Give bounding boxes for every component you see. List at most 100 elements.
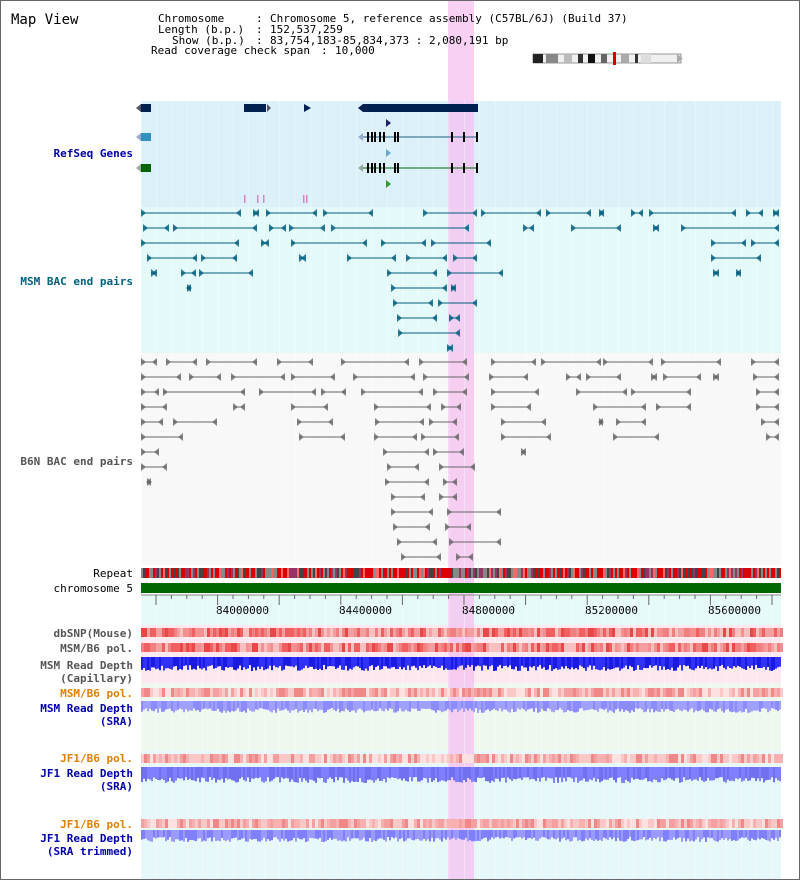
dbsnp-label[interactable]: dbSNP(Mouse) — [53, 627, 133, 640]
heat-cell — [558, 754, 561, 763]
region-highlight[interactable] — [448, 1, 474, 879]
depth-bar — [419, 701, 421, 711]
depth-bar — [639, 657, 641, 670]
depth-bar — [573, 657, 575, 670]
bac-end-marker — [154, 448, 159, 456]
depth-bar — [693, 767, 695, 780]
depth-bar — [261, 767, 263, 782]
heat-cell — [486, 819, 489, 828]
depth-bar — [179, 767, 181, 779]
depth-bar — [183, 701, 185, 713]
depth-bar — [379, 657, 381, 670]
heat-cell — [285, 628, 288, 637]
heat-cell — [591, 754, 594, 763]
depth-bar — [257, 657, 259, 667]
depth-bar — [713, 767, 715, 781]
heat-cell — [582, 643, 585, 652]
heat-cell — [426, 643, 429, 652]
depth-bar — [227, 767, 229, 780]
heat-cell — [630, 819, 633, 828]
heat-cell — [441, 754, 444, 763]
heat-cell — [318, 688, 321, 697]
repeat-segment — [493, 568, 495, 578]
bac-end-marker — [141, 418, 146, 426]
depth-bar — [147, 657, 149, 670]
heat-cell — [456, 754, 459, 763]
msm-read-depth-capillary-label[interactable]: MSM Read Depth (Capillary) — [40, 659, 133, 685]
repeat-segment — [535, 568, 537, 578]
bac-end-marker — [391, 254, 396, 262]
bac-end-marker — [252, 224, 257, 232]
depth-bar — [461, 657, 463, 666]
bac-end-marker — [456, 403, 461, 411]
transcript-arrow — [136, 164, 141, 172]
heat-cell — [387, 628, 390, 637]
depth-bar — [629, 657, 631, 666]
repeat-segment — [565, 568, 567, 578]
repeat-segment — [425, 568, 427, 578]
depth-bar — [273, 701, 275, 711]
refseq-genes-label[interactable]: RefSeq Genes — [53, 147, 133, 160]
depth-bar — [363, 657, 365, 671]
repeat-segment — [225, 568, 227, 578]
repeat-segment — [291, 568, 293, 578]
msm-bac-end-pairs-label[interactable]: MSM BAC end pairs — [20, 275, 133, 288]
depth-bar — [221, 657, 223, 670]
jf1-b6-pol-label-2[interactable]: JF1/B6 pol. — [60, 818, 133, 831]
depth-bar — [583, 701, 585, 711]
repeat-segment — [451, 568, 453, 578]
depth-bar — [373, 701, 375, 712]
depth-bar — [761, 657, 763, 669]
depth-bar — [269, 657, 271, 666]
heat-cell — [711, 754, 714, 763]
depth-bar — [731, 767, 733, 781]
bac-end-marker — [387, 463, 392, 471]
msm-read-depth-sra-label[interactable]: MSM Read Depth (SRA) — [40, 702, 133, 728]
depth-bar — [295, 701, 297, 709]
bac-end-marker — [330, 373, 335, 381]
heat-cell — [330, 754, 333, 763]
heat-cell — [189, 688, 192, 697]
heat-cell — [294, 628, 297, 637]
heat-cell — [462, 754, 465, 763]
depth-bar — [589, 657, 591, 666]
heat-cell — [450, 754, 453, 763]
heat-cell — [543, 628, 546, 637]
heat-cell — [186, 628, 189, 637]
repeat-segment — [687, 568, 689, 578]
heat-cell — [423, 819, 426, 828]
heat-cell — [534, 819, 537, 828]
bac-end-marker — [406, 254, 411, 262]
heat-cell — [309, 688, 312, 697]
heat-cell — [480, 819, 483, 828]
jf1-read-depth-trimmed-label[interactable]: JF1 Read Depth (SRA trimmed) — [40, 832, 133, 858]
heat-cell — [285, 688, 288, 697]
heat-cell — [291, 819, 294, 828]
heat-cell — [522, 688, 525, 697]
repeat-segment — [683, 568, 685, 578]
repeat-segment — [653, 568, 655, 578]
repeat-segment — [187, 568, 189, 578]
msm-b6-pol-label-2[interactable]: MSM/B6 pol. — [60, 687, 133, 700]
heat-cell — [765, 819, 768, 828]
heat-cell — [159, 819, 162, 828]
jf1-b6-pol-label-1[interactable]: JF1/B6 pol. — [60, 752, 133, 765]
depth-bar — [521, 657, 523, 666]
msm-b6-pol-label-1[interactable]: MSM/B6 pol. — [60, 642, 133, 655]
depth-bar — [173, 830, 175, 842]
depth-bar — [529, 830, 531, 838]
depth-bar — [751, 657, 753, 666]
depth-bar — [321, 701, 323, 710]
heat-cell — [165, 688, 168, 697]
depth-bar — [567, 657, 569, 669]
heat-cell — [261, 754, 264, 763]
heat-cell — [705, 819, 708, 828]
depth-bar — [671, 657, 673, 668]
b6n-bac-end-pairs-label[interactable]: B6N BAC end pairs — [20, 455, 133, 468]
jf1-read-depth-sra-label[interactable]: JF1 Read Depth (SRA) — [40, 767, 133, 793]
depth-bar — [381, 657, 383, 669]
depth-bar — [335, 701, 337, 712]
depth-bar — [191, 701, 193, 711]
repeat-segment — [637, 568, 639, 578]
